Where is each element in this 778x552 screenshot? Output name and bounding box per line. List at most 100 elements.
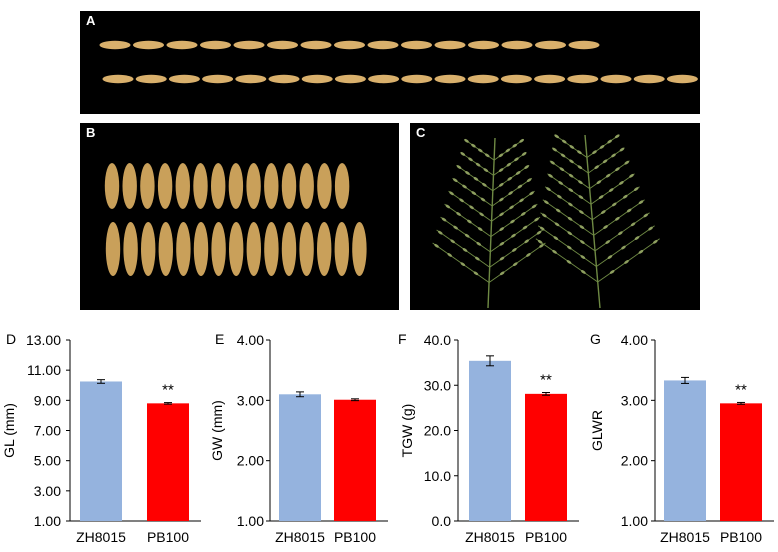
grain [202, 74, 234, 84]
y-tick-label: 10.0 [424, 468, 451, 484]
bar-pb100 [334, 399, 376, 521]
grain [264, 222, 279, 276]
spikelet [505, 148, 511, 153]
spikelet [609, 270, 615, 274]
grain [168, 74, 200, 84]
grain-rows-a [99, 40, 698, 84]
spikelet [599, 145, 605, 149]
spikelet [562, 139, 567, 144]
spikelet [507, 177, 512, 181]
x-category-label: ZH8015 [275, 529, 325, 545]
grain [200, 40, 231, 50]
grain [300, 40, 332, 50]
spikelet [441, 217, 447, 222]
spikelet [534, 217, 539, 222]
grain [133, 40, 164, 50]
spikelet [475, 162, 481, 167]
y-tick-label: 2.00 [237, 453, 264, 469]
bar-zh8015 [469, 360, 511, 521]
grain [135, 74, 167, 84]
spikelet [618, 231, 623, 235]
spikelet [498, 153, 504, 158]
panel-label-c: C [416, 125, 426, 140]
grain [501, 40, 533, 50]
x-category-label: PB100 [334, 529, 376, 545]
spikelet [471, 143, 476, 148]
spikelet [638, 249, 644, 254]
spikelet [542, 213, 547, 218]
spikelet [614, 134, 620, 139]
spikelet [629, 174, 634, 178]
grain [123, 222, 138, 276]
spikelet [469, 205, 474, 210]
grain [666, 74, 698, 84]
spikelet [567, 245, 572, 250]
y-tick-label: 1.00 [621, 513, 648, 529]
spikelet [559, 167, 565, 172]
y-tick-label: 7.00 [34, 423, 61, 439]
grain [401, 74, 433, 84]
grain [233, 40, 265, 50]
spikelet [615, 216, 620, 221]
panicle-stem [487, 137, 496, 309]
spikelet [526, 253, 531, 257]
spikelet [552, 249, 557, 254]
grain [534, 74, 566, 84]
spikelet [578, 180, 583, 184]
spikelet [522, 225, 528, 230]
significance-label: ** [735, 381, 747, 398]
spikelet [499, 241, 505, 246]
spikelet [526, 178, 532, 182]
grain [352, 222, 367, 276]
x-category-label: PB100 [147, 529, 189, 545]
significance-label: ** [540, 371, 552, 388]
spikelet [568, 202, 573, 207]
bar-pb100 [720, 403, 762, 521]
spikelet [450, 239, 455, 244]
panicle-branch [597, 238, 660, 283]
spikelet [603, 225, 608, 229]
grain [535, 40, 566, 50]
y-tick-label: 30.0 [424, 377, 451, 393]
grain [104, 163, 120, 209]
grain [193, 163, 208, 209]
spikelet [464, 233, 470, 238]
grain [193, 222, 209, 276]
spikelet [478, 148, 483, 153]
spikelet [544, 200, 549, 205]
spikelet [536, 230, 542, 235]
panel-label-b: B [86, 125, 96, 140]
y-tick-label: 2.00 [621, 453, 648, 469]
panel-label: D [6, 331, 16, 347]
grain [102, 74, 134, 84]
spikelet [634, 236, 640, 240]
grain [105, 222, 121, 276]
spikelet [548, 174, 553, 178]
spikelet [467, 219, 472, 224]
spikelet [623, 194, 628, 199]
panel-label-a: A [86, 13, 96, 28]
x-category-label: ZH8015 [465, 529, 515, 545]
spikelet [580, 255, 586, 259]
photo-panel-a: A [80, 11, 700, 114]
spikelet [521, 152, 527, 156]
photo-panel-c: C [410, 123, 700, 310]
spikelet [476, 241, 482, 246]
panicles-c [432, 134, 660, 309]
spikelet [498, 168, 504, 172]
photo-panel-b: B [80, 123, 399, 310]
bar-zh8015 [664, 380, 706, 521]
spikelet [633, 187, 639, 191]
spikelet [624, 160, 629, 165]
spikelet [612, 202, 617, 207]
spikelet [539, 243, 544, 248]
spikelet [601, 210, 606, 214]
grain [301, 74, 333, 84]
spikelet [579, 225, 585, 229]
y-tick-label: 1.00 [34, 513, 61, 529]
grain [176, 222, 191, 276]
x-category-label: PB100 [525, 529, 567, 545]
grain [281, 222, 297, 276]
y-tick-label: 4.00 [621, 332, 648, 348]
spikelet [580, 240, 585, 244]
